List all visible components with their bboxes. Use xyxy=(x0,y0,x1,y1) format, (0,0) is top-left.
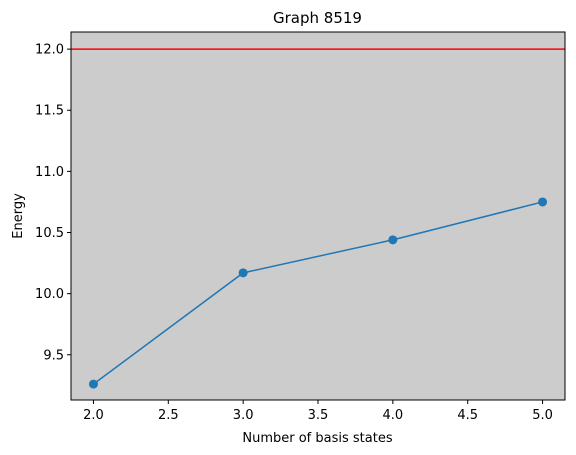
x-tick-label: 3.0 xyxy=(233,408,254,423)
plot-area xyxy=(71,32,565,400)
x-tick-label: 4.0 xyxy=(383,408,404,423)
data-point xyxy=(538,197,548,207)
data-point xyxy=(238,268,248,278)
x-axis-label: Number of basis states xyxy=(242,431,392,446)
y-axis: 9.5 10.0 10.5 11.0 11.5 12.0 xyxy=(35,43,71,363)
x-tick-label: 4.5 xyxy=(457,408,478,423)
y-tick-label: 9.5 xyxy=(43,348,64,363)
x-tick-label: 3.5 xyxy=(308,408,329,423)
series-line xyxy=(93,201,543,385)
y-tick-label: 10.5 xyxy=(35,226,64,241)
y-tick-label: 10.0 xyxy=(35,287,64,302)
y-tick-label: 11.5 xyxy=(35,104,64,119)
y-tick-label: 12.0 xyxy=(35,43,64,58)
x-axis: 2.0 2.5 3.0 3.5 4.0 4.5 5.0 xyxy=(83,400,553,423)
x-tick-label: 2.0 xyxy=(83,408,104,423)
data-point xyxy=(388,235,398,245)
chart-title: Graph 8519 xyxy=(273,9,362,27)
x-tick-label: 5.0 xyxy=(532,408,553,423)
series-group xyxy=(88,197,548,389)
y-tick-label: 11.0 xyxy=(35,165,64,180)
data-point xyxy=(88,379,98,389)
y-axis-label: Energy xyxy=(11,193,26,239)
x-tick-label: 2.5 xyxy=(158,408,179,423)
